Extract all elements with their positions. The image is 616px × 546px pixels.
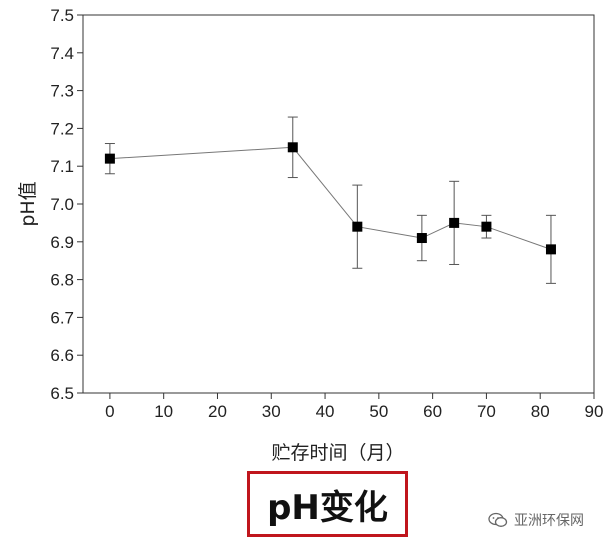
x-axis: 0 10 20 30 40 50 60 70 80 90: [105, 393, 603, 421]
x-tick-label: 60: [423, 402, 442, 421]
data-point: [481, 221, 492, 232]
x-tick-label: 10: [154, 402, 173, 421]
data-point: [416, 233, 427, 244]
y-tick-label: 6.9: [50, 233, 74, 252]
x-tick-label: 30: [262, 402, 281, 421]
data-point: [449, 217, 460, 228]
x-axis-title: 贮存时间（月）: [271, 442, 404, 464]
x-tick-label: 80: [531, 402, 550, 421]
y-tick-label: 7.1: [50, 157, 74, 176]
y-tick-label: 6.5: [50, 384, 74, 403]
x-tick-label: 40: [316, 402, 335, 421]
y-tick-label: 6.7: [50, 308, 74, 327]
caption-box: pH变化: [247, 471, 408, 537]
caption-title: pH变化: [267, 487, 388, 528]
y-tick-label: 7.2: [50, 119, 74, 138]
error-bars: [104, 116, 556, 284]
y-tick-label: 7.4: [50, 44, 74, 63]
y-tick-label: 6.6: [50, 346, 74, 365]
y-tick-label: 7.5: [50, 6, 74, 25]
y-axis: 6.5 6.6 6.7 6.8 6.9 7.0 7.1 7.2 7.3 7.4 7.5: [50, 6, 83, 403]
wechat-icon: [488, 512, 508, 527]
x-tick-label: 0: [105, 402, 114, 421]
x-tick-label: 50: [369, 402, 388, 421]
y-tick-label: 7.3: [50, 82, 74, 101]
data-point: [352, 221, 363, 232]
watermark: 亚洲环保网: [488, 508, 584, 532]
x-tick-label: 90: [585, 402, 604, 421]
y-axis-title: pH值: [17, 181, 39, 226]
series-line: [109, 146, 552, 250]
data-point: [287, 142, 298, 153]
x-tick-label: 70: [477, 402, 496, 421]
y-tick-label: 7.0: [50, 195, 74, 214]
watermark-text: 亚洲环保网: [514, 513, 584, 529]
data-point: [104, 153, 115, 164]
y-tick-label: 6.8: [50, 271, 74, 290]
data-point: [545, 244, 556, 255]
data-points: [104, 142, 556, 255]
x-tick-label: 20: [208, 402, 227, 421]
